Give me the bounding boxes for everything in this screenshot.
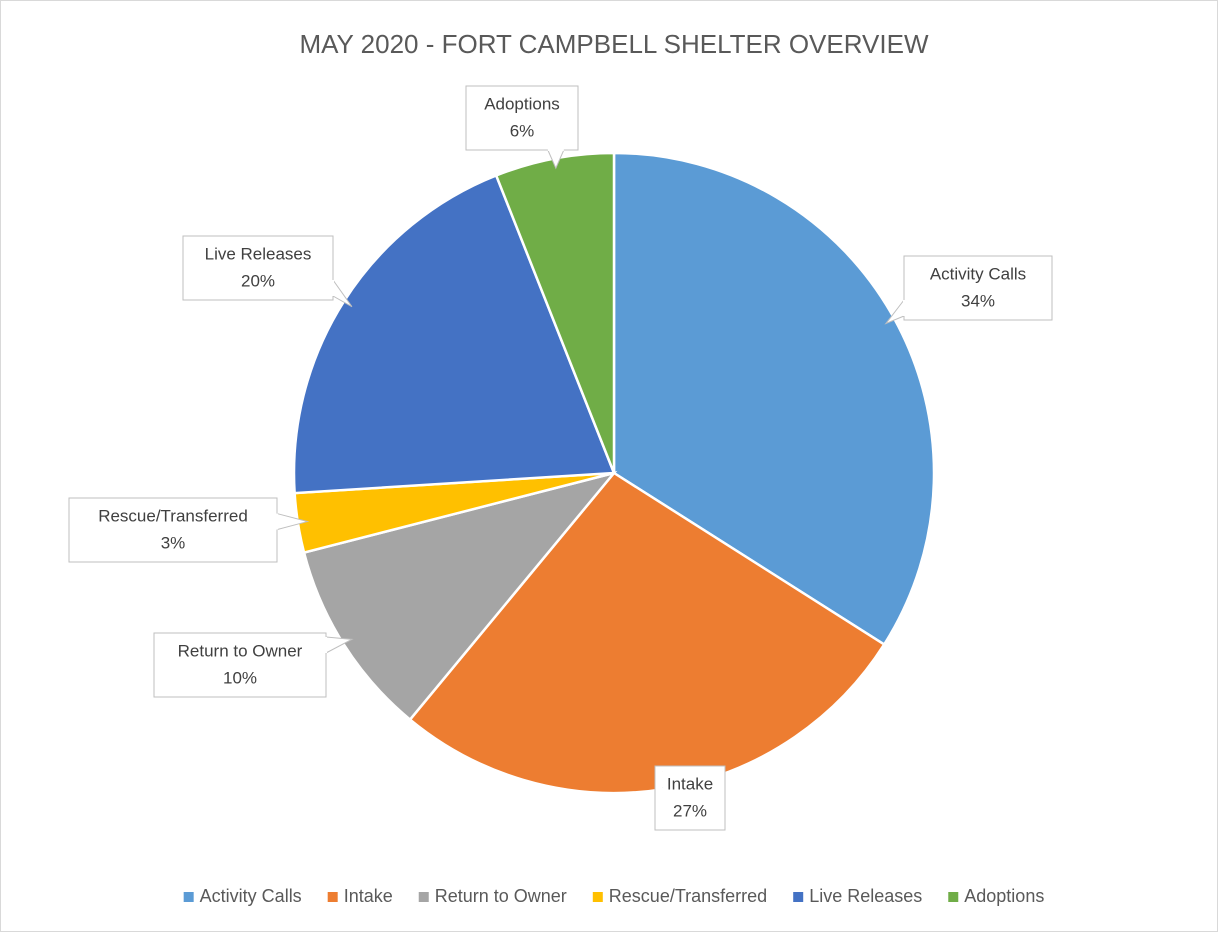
data-label-name: Activity Calls (930, 264, 1026, 283)
callout-box (68, 497, 278, 563)
data-label-name: Adoptions (484, 94, 560, 113)
legend-label: Intake (344, 886, 393, 906)
legend-label: Rescue/Transferred (609, 886, 767, 906)
callout-box (903, 255, 1053, 321)
legend-marker (793, 892, 804, 902)
legend-marker (592, 892, 603, 902)
data-label-name: Return to Owner (178, 641, 303, 660)
data-label-value: 27% (673, 801, 707, 820)
data-label-value: 10% (223, 668, 257, 687)
legend-marker (948, 892, 959, 902)
data-label-value: 20% (241, 271, 275, 290)
pie-slice (302, 470, 618, 722)
legend-marker (183, 892, 194, 902)
data-label-name: Intake (667, 774, 713, 793)
legend-marker (327, 892, 338, 902)
legend: Activity Calls Intake Return to Owner Rescu… (183, 886, 1044, 906)
legend-marker (418, 892, 429, 902)
callout-box (654, 765, 726, 831)
data-label-value: 34% (961, 291, 995, 310)
legend-label: Live Releases (809, 886, 922, 906)
legend-label: Adoptions (964, 886, 1044, 906)
callout-box (182, 235, 334, 301)
data-label-value: 6% (510, 121, 535, 140)
callout-box (465, 85, 579, 151)
data-label-name: Rescue/Transferred (98, 506, 248, 525)
chart-title: MAY 2020 - FORT CAMPBELL SHELTER OVERVIE… (299, 29, 928, 59)
legend-label: Return to Owner (435, 886, 567, 906)
callout-box (153, 632, 327, 698)
legend-label: Activity Calls (200, 886, 302, 906)
data-label-value: 3% (161, 533, 186, 552)
data-label-name: Live Releases (205, 244, 312, 263)
